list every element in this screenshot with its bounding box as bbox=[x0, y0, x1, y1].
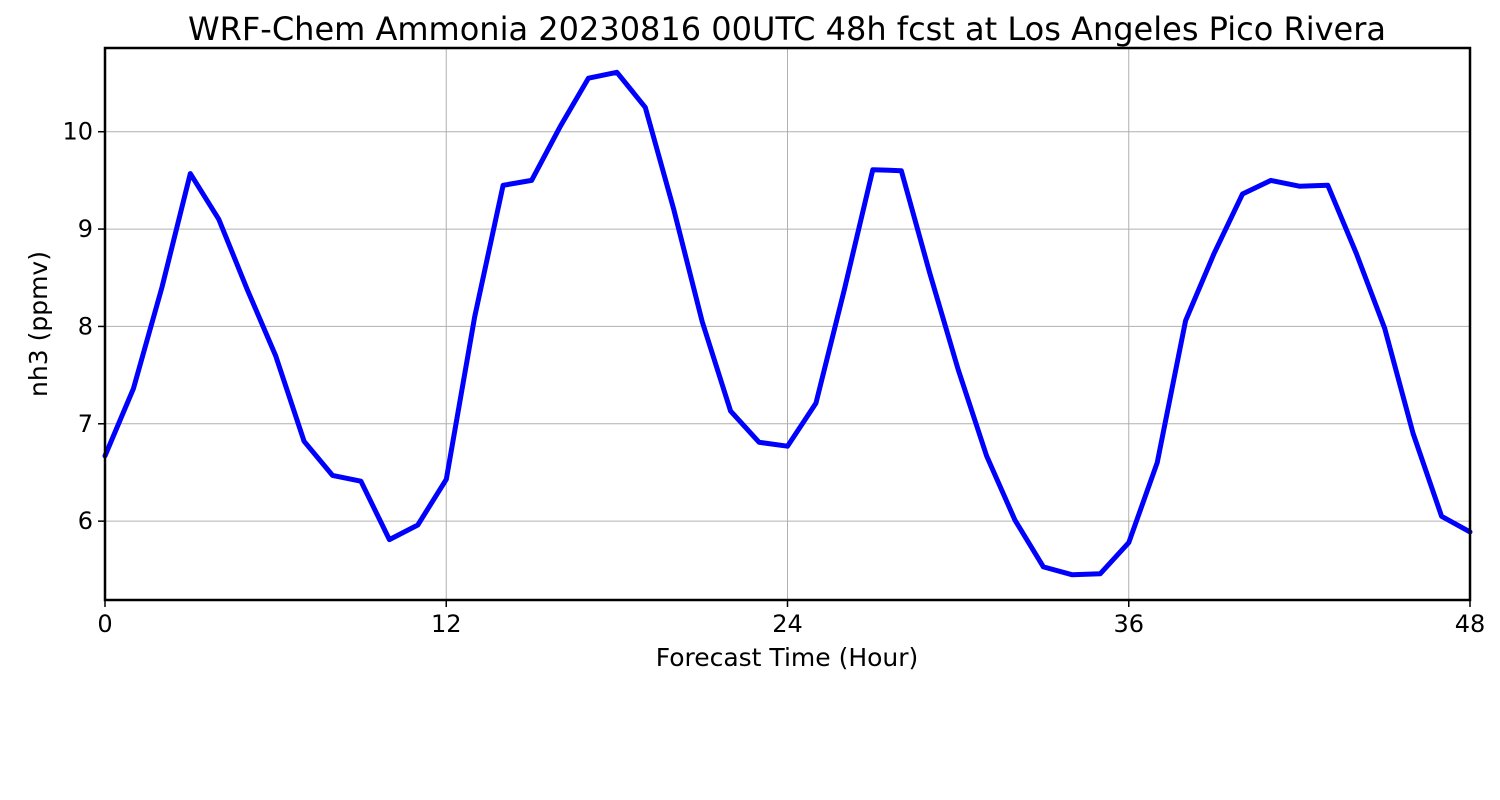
chart-title: WRF-Chem Ammonia 20230816 00UTC 48h fcst… bbox=[188, 10, 1386, 48]
x-tick-label: 48 bbox=[1455, 610, 1486, 638]
grid-lines bbox=[105, 48, 1470, 600]
y-tick-label: 8 bbox=[78, 312, 93, 340]
y-tick-label: 7 bbox=[78, 410, 93, 438]
y-tick-label: 6 bbox=[78, 507, 93, 535]
x-tick-label: 36 bbox=[1113, 610, 1144, 638]
x-tick-label: 12 bbox=[431, 610, 462, 638]
y-tick-label: 9 bbox=[78, 215, 93, 243]
nh3-series-line bbox=[102, 69, 1473, 578]
x-axis-label: Forecast Time (Hour) bbox=[656, 643, 919, 672]
y-axis-label: nh3 (ppmv) bbox=[24, 251, 53, 397]
y-tick-label: 10 bbox=[62, 118, 93, 146]
series-group bbox=[102, 69, 1473, 578]
axis-ticks: 0 12 24 36 48 6 7 8 9 10 bbox=[62, 118, 1485, 638]
x-tick-label: 0 bbox=[97, 610, 112, 638]
x-tick-label: 24 bbox=[772, 610, 803, 638]
